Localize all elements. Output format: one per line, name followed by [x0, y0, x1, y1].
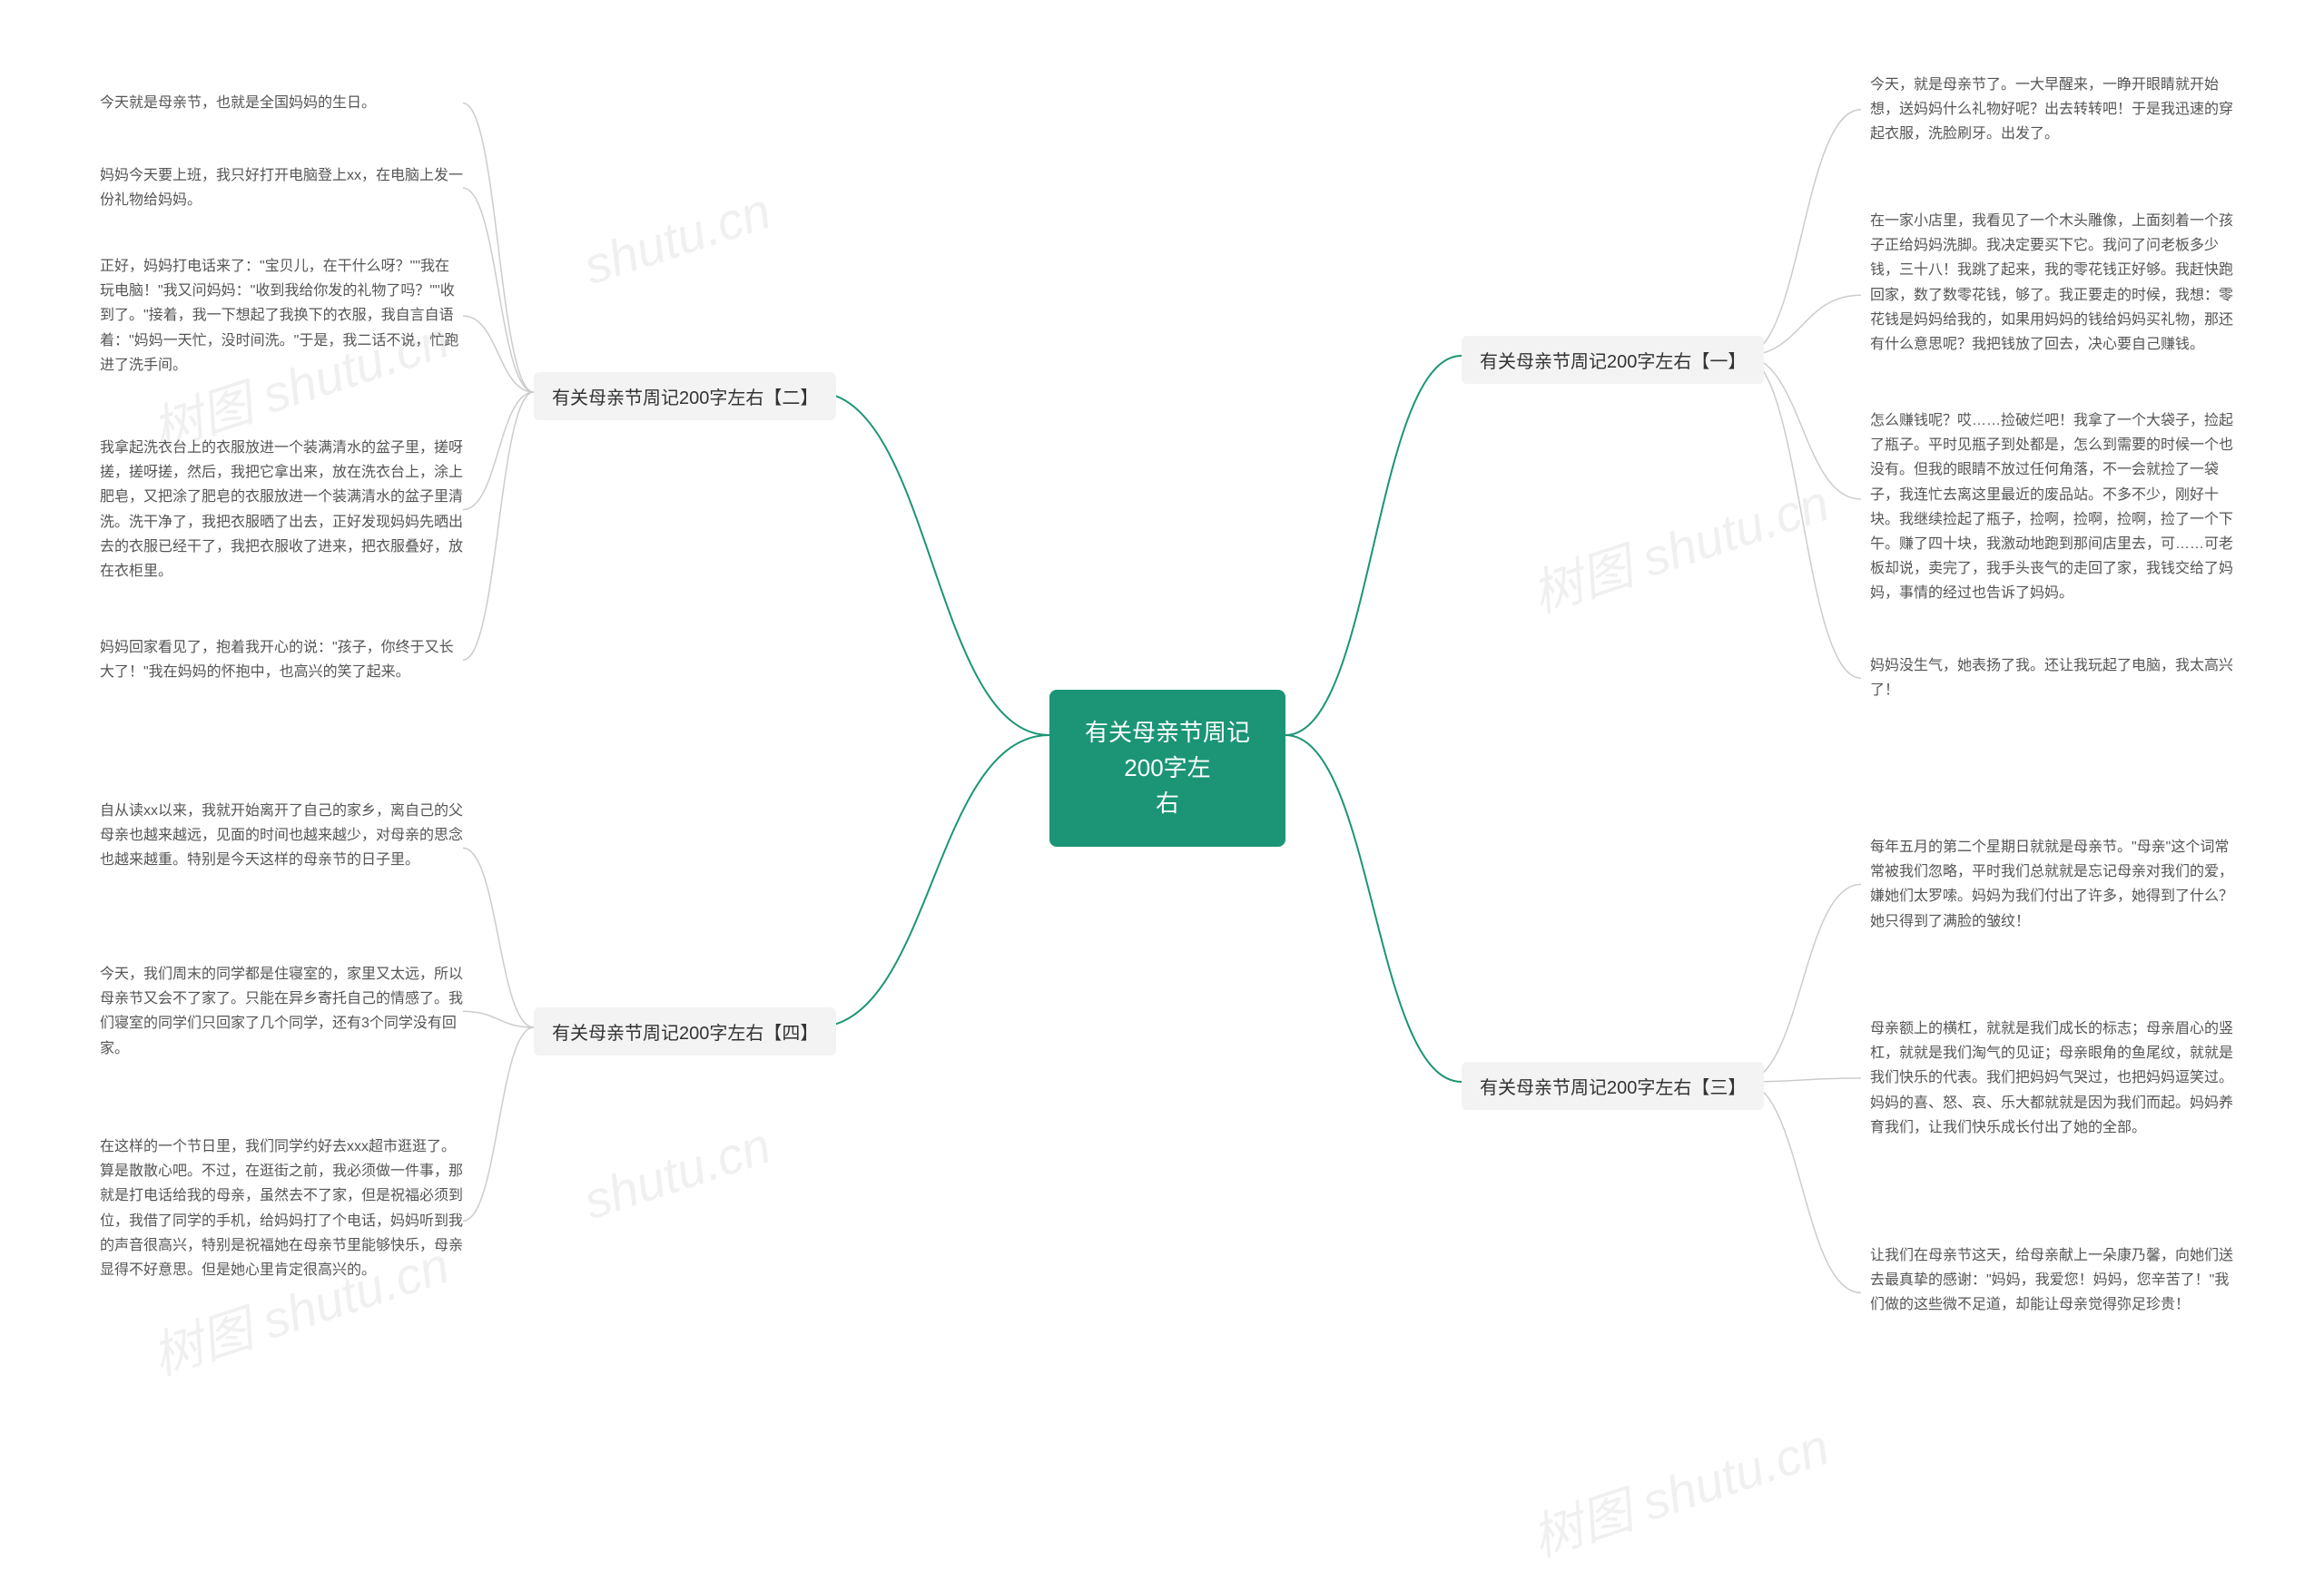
branch-node-b2: 有关母亲节周记200字左右【二】 [534, 372, 836, 420]
leaf-node: 我拿起洗衣台上的衣服放进一个装满清水的盆子里，搓呀搓，搓呀搓，然后，我把它拿出来… [100, 436, 463, 584]
leaf-node: 在这样的一个节日里，我们同学约好去xxx超市逛逛了。算是散散心吧。不过，在逛街之… [100, 1134, 463, 1282]
leaf-node: 今天就是母亲节，也就是全国妈妈的生日。 [100, 91, 376, 115]
leaf-node: 自从读xx以来，我就开始离开了自己的家乡，离自己的父母亲也越来越远，见面的时间也… [100, 799, 463, 873]
branch-node-b3: 有关母亲节周记200字左右【三】 [1462, 1062, 1764, 1110]
leaf-node: 今天，就是母亲节了。一大早醒来，一睁开眼睛就开始想，送妈妈什么礼物好呢？出去转转… [1870, 73, 2233, 147]
leaf-node: 母亲额上的横杠，就就是我们成长的标志；母亲眉心的竖杠，就就是我们淘气的见证；母亲… [1870, 1016, 2233, 1140]
branch-node-b4: 有关母亲节周记200字左右【四】 [534, 1007, 836, 1056]
branch-node-b1: 有关母亲节周记200字左右【一】 [1462, 336, 1764, 384]
leaf-node: 在一家小店里，我看见了一个木头雕像，上面刻着一个孩子正给妈妈洗脚。我决定要买下它… [1870, 209, 2233, 357]
leaf-node: 妈妈没生气，她表扬了我。还让我玩起了电脑，我太高兴了！ [1870, 653, 2233, 702]
leaf-node: 怎么赚钱呢？哎……捡破烂吧！我拿了一个大袋子，捡起了瓶子。平时见瓶子到处都是，怎… [1870, 408, 2233, 606]
leaf-node: 今天，我们周末的同学都是住寝室的，家里又太远，所以母亲节又会不了家了。只能在异乡… [100, 962, 463, 1061]
leaf-node: 妈妈回家看见了，抱着我开心的说："孩子，你终于又长大了！"我在妈妈的怀抱中，也高… [100, 635, 463, 684]
leaf-node: 让我们在母亲节这天，给母亲献上一朵康乃馨，向她们送去最真挚的感谢："妈妈，我爱您… [1870, 1243, 2233, 1318]
leaf-node: 每年五月的第二个星期日就就是母亲节。"母亲"这个词常常被我们忽略，平时我们总就就… [1870, 835, 2233, 934]
leaf-node: 正好，妈妈打电话来了："宝贝儿，在干什么呀？""我在玩电脑！"我又问妈妈："收到… [100, 254, 463, 378]
center-node: 有关母亲节周记200字左右 [1049, 690, 1285, 847]
center-title: 有关母亲节周记200字左右 [1085, 719, 1250, 817]
leaf-node: 妈妈今天要上班，我只好打开电脑登上xx，在电脑上发一份礼物给妈妈。 [100, 163, 463, 212]
